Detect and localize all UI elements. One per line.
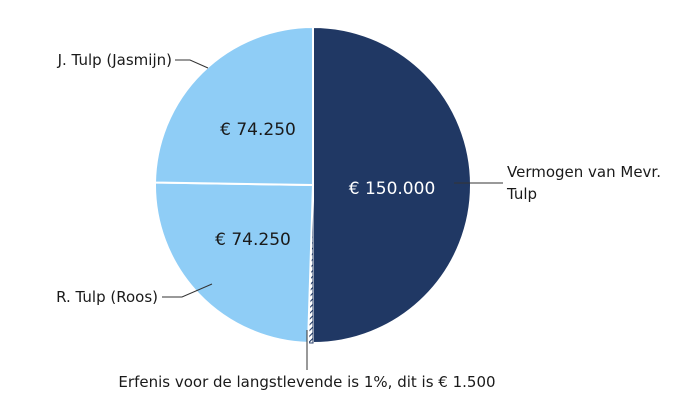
value-label-vermogen-van-mevr-tulp: € 150.000 — [349, 179, 436, 199]
pie-slice-j-tulp-jasmijn — [154, 25, 314, 187]
pie-labels: Vermogen van Mevr. Tulp € 150.000 Erfenis v… — [56, 51, 661, 391]
category-label-r-tulp-roos: R. Tulp (Roos) — [56, 288, 158, 306]
pie-slice-vermogen-van-mevr-tulp — [312, 25, 472, 345]
category-label-vermogen-van-mevr-tulp: Vermogen van Mevr. Tulp — [506, 163, 661, 203]
category-label-j-tulp-jasmijn: J. Tulp (Jasmijn) — [57, 51, 172, 69]
leader-line-r-tulp-roos — [162, 283, 213, 298]
pie-slice-r-tulp-roos — [154, 181, 315, 344]
leader-lines — [162, 59, 503, 370]
value-label-j-tulp-jasmijn: € 74.250 — [220, 120, 296, 140]
leader-line-j-tulp-jasmijn — [175, 59, 209, 69]
pie-slices — [154, 25, 472, 345]
category-label-erfenis-voor-de-langstlevende-is-1-dit-is-1-500: Erfenis voor de langstlevende is 1%, dit… — [118, 373, 495, 391]
value-label-r-tulp-roos: € 74.250 — [215, 230, 291, 250]
